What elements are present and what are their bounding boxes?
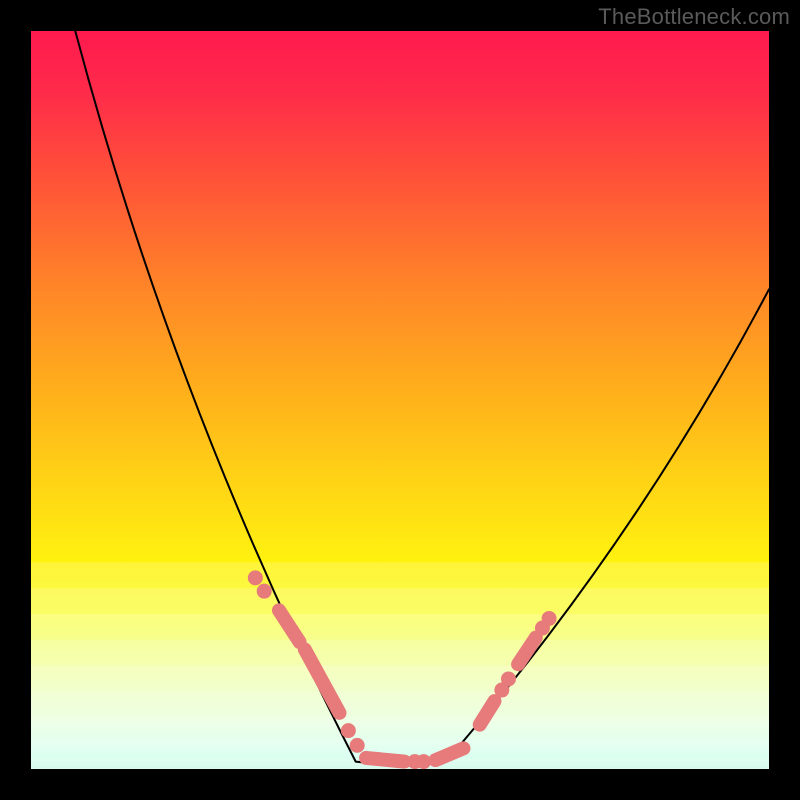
chart-container: TheBottleneck.com <box>0 0 800 800</box>
marker-dot <box>417 755 431 769</box>
lower-bands <box>31 562 769 769</box>
marker-dot <box>341 724 355 738</box>
marker-dot <box>350 738 364 752</box>
bottleneck-chart <box>0 0 800 800</box>
marker-dot <box>248 571 262 585</box>
marker-dot <box>501 672 515 686</box>
marker-dot <box>542 611 556 625</box>
marker-stadium <box>366 758 404 762</box>
marker-dot <box>257 584 271 598</box>
